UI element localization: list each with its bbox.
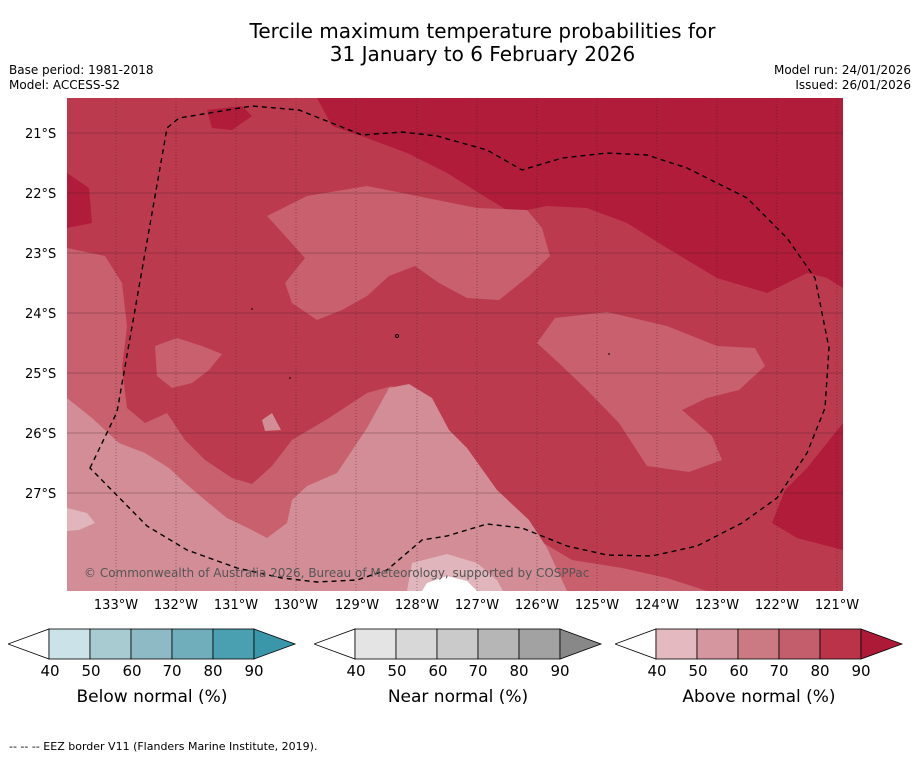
- cb-above-seg-3: [737, 628, 780, 660]
- lat-label-24: 24°S: [25, 307, 57, 322]
- cb-above-tick: 80: [810, 662, 830, 680]
- cb-below-tick: 80: [203, 662, 223, 680]
- lat-gridlines: [67, 132, 843, 494]
- cb-below-seg-4: [171, 628, 214, 660]
- lon-label-127: 127°W: [454, 598, 500, 613]
- colorbar-above: [615, 628, 904, 660]
- lon-label-124: 124°W: [634, 598, 680, 613]
- cb-near-seg-1: [354, 628, 397, 660]
- region-70-east: [537, 312, 765, 472]
- lon-label-128: 128°W: [394, 598, 440, 613]
- cb-above-tick: 90: [851, 662, 871, 680]
- meta-right: Model run: 24/01/2026 Issued: 26/01/2026: [774, 63, 911, 93]
- cb-below-tick: 50: [81, 662, 101, 680]
- cb-near-tick: 70: [468, 662, 488, 680]
- lon-label-130: 130°W: [273, 598, 319, 613]
- colorbar-near: [314, 628, 603, 660]
- cb-near-seg-6: [559, 628, 603, 660]
- model-run: Model run: 24/01/2026: [773, 63, 911, 77]
- cb-below-tick: 40: [40, 662, 60, 680]
- title-line-1: Tercile maximum temperature probabilitie…: [249, 19, 716, 43]
- cb-near-seg-4: [477, 628, 520, 660]
- region-90-north: [317, 98, 843, 293]
- cb-near-tick: 80: [509, 662, 529, 680]
- lat-label-21: 21°S: [25, 127, 57, 142]
- title-line-2: 31 January to 6 February 2026: [329, 42, 636, 66]
- cb-below-seg-5: [212, 628, 255, 660]
- cb-below-tick: 60: [122, 662, 142, 680]
- meta-left: Base period: 1981-2018 Model: ACCESS-S2: [9, 63, 154, 93]
- region-white: [422, 576, 477, 591]
- cb-near-tick: 40: [346, 662, 366, 680]
- region-70-blob: [155, 338, 222, 388]
- eez-footnote: -- -- -- EEZ border V11 (Flanders Marine…: [9, 740, 318, 753]
- lat-label-27: 27°S: [25, 487, 57, 502]
- legend-near-label: Near normal (%): [387, 687, 529, 707]
- cb-above-seg-2: [696, 628, 739, 660]
- cb-below-seg-6: [253, 628, 297, 660]
- lon-label-133: 133°W: [93, 598, 139, 613]
- base-period: Base period: 1981-2018: [9, 63, 154, 77]
- region-50-sw: [67, 508, 95, 531]
- cb-above-tick: 70: [769, 662, 789, 680]
- cb-near-seg-5: [518, 628, 561, 660]
- region-60-south: [67, 384, 567, 591]
- lat-label-25: 25°S: [25, 367, 57, 382]
- eez-border: [89, 105, 830, 583]
- legend-below-label: Below normal (%): [76, 687, 228, 707]
- cb-above-seg-4: [778, 628, 821, 660]
- probability-map: [67, 98, 843, 591]
- cb-above-tick: 50: [688, 662, 708, 680]
- colorbar-below: [8, 628, 297, 660]
- lat-label-26: 26°S: [25, 427, 57, 442]
- copyright-text: © Commonwealth of Australia 2026, Bureau…: [84, 566, 590, 580]
- cb-near-seg-2: [395, 628, 438, 660]
- lon-label-126: 126°W: [514, 598, 560, 613]
- cb-below-tick: 70: [162, 662, 182, 680]
- cb-near-seg-3: [436, 628, 479, 660]
- lon-label-132: 132°W: [153, 598, 199, 613]
- lon-label-129: 129°W: [334, 598, 380, 613]
- cb-above-seg-5: [819, 628, 862, 660]
- cb-above-seg-0: [615, 628, 657, 660]
- chart-title: Tercile maximum temperature probabilitie…: [0, 20, 919, 66]
- cb-above-seg-1: [655, 628, 698, 660]
- cb-below-seg-0: [8, 628, 50, 660]
- islands: [251, 308, 610, 379]
- region-90-east: [772, 423, 843, 550]
- lat-label-22: 22°S: [25, 187, 57, 202]
- region-60-blob: [262, 413, 281, 431]
- cb-above-tick: 40: [647, 662, 667, 680]
- cb-below-seg-3: [130, 628, 173, 660]
- cb-near-tick: 50: [387, 662, 407, 680]
- legend-above-label: Above normal (%): [682, 687, 836, 707]
- cb-above-seg-6: [860, 628, 904, 660]
- lon-label-131: 131°W: [213, 598, 259, 613]
- lon-label-125: 125°W: [574, 598, 620, 613]
- cb-below-tick: 90: [244, 662, 264, 680]
- lat-label-23: 23°S: [25, 247, 57, 262]
- cb-below-seg-1: [48, 628, 91, 660]
- lon-label-121: 121°W: [814, 598, 860, 613]
- cb-below-seg-2: [89, 628, 132, 660]
- lon-label-123: 123°W: [694, 598, 740, 613]
- cb-near-tick: 60: [428, 662, 448, 680]
- issued-date: Issued: 26/01/2026: [795, 78, 911, 92]
- lon-gridlines: [115, 98, 838, 591]
- cb-near-tick: 90: [550, 662, 570, 680]
- model-name: Model: ACCESS-S2: [9, 78, 121, 92]
- lon-label-122: 122°W: [754, 598, 800, 613]
- cb-near-seg-0: [314, 628, 356, 660]
- cb-above-tick: 60: [729, 662, 749, 680]
- region-90-west: [67, 173, 92, 228]
